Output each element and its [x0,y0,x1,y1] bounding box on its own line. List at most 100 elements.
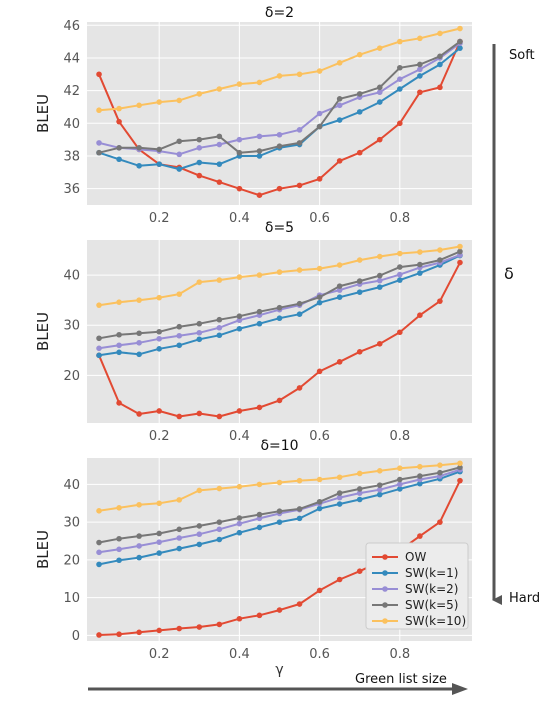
data-point [156,294,162,301]
data-point [116,505,122,511]
data-point [256,272,263,278]
data-point [397,476,403,483]
data-point [256,511,263,518]
data-point [116,105,122,112]
legend-marker [382,586,388,592]
data-point [397,264,403,270]
data-point [256,192,263,198]
data-point [216,161,223,167]
data-point [236,149,243,156]
data-point [176,342,183,349]
panel-delta-5: 0.2 0.4 0.6 0.8 20 30 40 δ=5 BLEU [34,220,472,444]
data-point [397,277,403,283]
x-axis-label: γ [275,662,283,678]
y-tick-label: 0 [72,629,80,644]
data-point [437,257,443,263]
data-point [96,71,102,78]
data-point [196,541,203,548]
y-tick-label: 40 [63,478,80,493]
data-point [276,269,283,275]
data-point [417,73,423,79]
delta-arrow: Soft δ Hard [492,44,540,606]
data-point [437,247,443,253]
data-point [256,612,263,619]
data-point [417,270,423,276]
data-point [316,110,323,117]
data-point [276,185,283,192]
x-tick-label: 0.8 [389,211,410,226]
data-point [397,329,403,336]
data-point [417,35,423,42]
data-point [116,349,122,356]
data-point [397,64,403,71]
data-point [216,86,223,92]
data-point [316,299,323,306]
data-point [356,51,363,58]
data-point [376,468,383,474]
data-point [96,632,102,638]
data-point [296,601,303,607]
tick-labels: 0.2 0.4 0.6 0.8 20 30 40 [63,269,410,444]
legend: OW SW(k=1) SW(k=2) SW(k=5) SW(k=10) [365,542,469,630]
data-point [397,76,403,82]
data-point [236,483,243,490]
data-point [116,535,122,542]
data-point [397,86,403,92]
data-point [176,413,183,420]
data-point [376,45,383,51]
data-point [397,481,403,488]
series-sw-k-1 [96,468,463,568]
data-point [236,408,243,414]
y-tick-label: 30 [63,319,80,334]
data-point [457,243,463,250]
data-point [136,102,142,109]
data-point [96,335,102,342]
data-point [316,505,323,512]
data-point [256,481,263,488]
data-point [136,330,142,337]
data-point [336,283,343,289]
data-point [437,298,443,304]
data-point [376,253,383,260]
data-point [136,501,142,508]
data-point [296,127,303,133]
data-point [276,519,283,525]
series-sw-k-10 [96,25,463,114]
data-point [156,627,162,634]
data-point [417,473,423,479]
data-point [417,463,423,470]
data-point [316,68,323,74]
data-point [116,631,122,638]
data-point [296,477,303,484]
legend-label: SW(k=5) [405,598,458,612]
data-point [417,261,423,268]
data-point [196,487,203,494]
data-point [116,156,122,163]
data-point [336,294,343,300]
data-point [336,576,343,583]
data-point [116,546,122,553]
series-layer [96,460,463,638]
data-point [156,345,162,352]
data-point [256,308,263,315]
data-point [376,89,383,96]
data-point [196,523,203,529]
data-point [136,297,142,303]
data-point [316,265,323,272]
data-point [356,278,363,284]
data-point [296,311,303,318]
data-point [457,464,463,471]
data-point [417,66,423,73]
data-point [316,368,323,375]
data-point [316,498,323,505]
data-point [336,158,343,164]
series-layer [96,25,463,198]
data-point [437,469,443,476]
data-point [276,508,283,515]
y-tick-label: 20 [63,553,80,568]
panel-title: δ=10 [260,438,298,454]
data-point [276,479,283,486]
hard-label: Hard [509,591,540,606]
data-point [336,494,343,501]
data-point [376,84,383,91]
